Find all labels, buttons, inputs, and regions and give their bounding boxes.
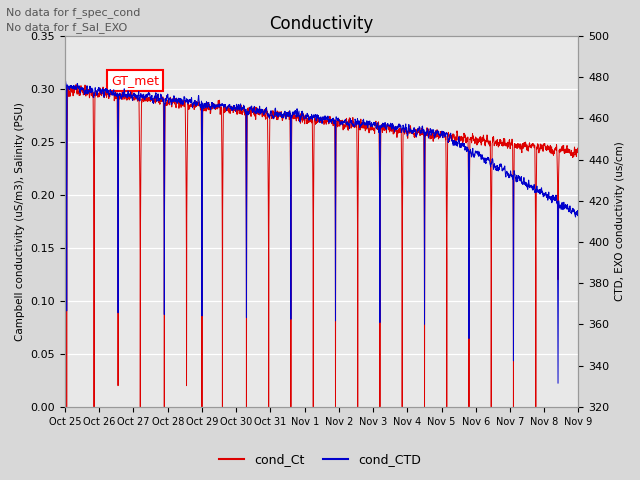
Text: GT_met: GT_met [111, 74, 159, 87]
Text: No data for f_Sal_EXO: No data for f_Sal_EXO [6, 22, 127, 33]
Text: No data for f_spec_cond: No data for f_spec_cond [6, 7, 141, 18]
Y-axis label: CTD, EXO conductivity (us/cm): CTD, EXO conductivity (us/cm) [615, 142, 625, 301]
Y-axis label: Campbell conductivity (uS/m3), Salinity (PSU): Campbell conductivity (uS/m3), Salinity … [15, 102, 25, 341]
Legend: cond_Ct, cond_CTD: cond_Ct, cond_CTD [214, 448, 426, 471]
Title: Conductivity: Conductivity [269, 15, 374, 33]
